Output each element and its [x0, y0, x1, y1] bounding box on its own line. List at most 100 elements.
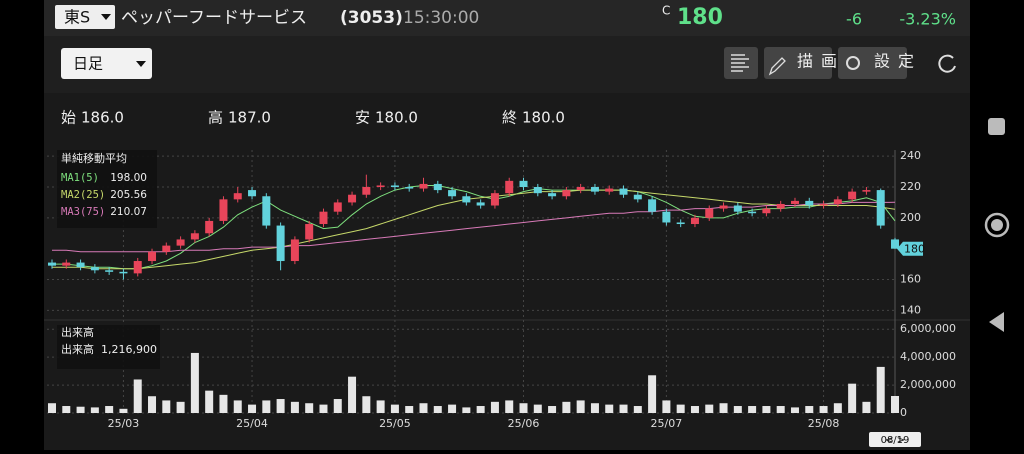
gear-icon	[846, 56, 860, 70]
candle-body	[605, 188, 614, 192]
candle-body	[319, 211, 328, 225]
volume-bar	[505, 400, 514, 413]
volume-bar	[762, 406, 771, 413]
cursor-date: 08/19	[881, 435, 910, 446]
volume-bar	[133, 379, 142, 413]
ma-legend-value: 210.07	[110, 206, 147, 218]
ohlc-value: 187.0	[228, 109, 271, 127]
candle-body	[790, 200, 799, 204]
volume-tick-label: 2,000,000	[900, 378, 956, 391]
volume-bar	[376, 400, 385, 413]
candle-body	[348, 194, 357, 203]
volume-bar	[248, 404, 257, 413]
volume-legend-value: 1,216,900	[101, 343, 157, 356]
volume-bar	[405, 406, 414, 413]
y-tick-label: 240	[900, 149, 921, 162]
last-price-label: 180	[904, 243, 925, 256]
candle-body	[648, 199, 657, 212]
volume-bar	[76, 406, 85, 413]
volume-bar	[576, 400, 585, 413]
candle-body	[476, 202, 485, 206]
dropdown-icon	[101, 14, 111, 20]
ma-legend-name: MA3(75)	[61, 206, 105, 218]
time: 15:30:00	[403, 8, 479, 28]
candle-body	[505, 180, 514, 194]
list-icon	[731, 54, 749, 72]
candle-body	[433, 183, 442, 191]
change-pct: -3.23%	[899, 10, 956, 29]
draw-label: 描画	[797, 52, 845, 71]
candle-body	[119, 271, 128, 274]
volume-bar	[533, 404, 542, 413]
volume-bar	[448, 404, 457, 413]
volume-bar	[305, 403, 314, 413]
candle-body	[205, 220, 214, 234]
candle-body	[405, 187, 414, 189]
volume-bar	[190, 352, 199, 413]
change: -6	[846, 10, 862, 29]
x-tick-label: 25/06	[508, 417, 540, 430]
candle-body	[748, 211, 757, 214]
volume-tick-label: 0	[900, 406, 907, 419]
volume-bar	[119, 408, 128, 413]
volume-bar	[319, 404, 328, 413]
ohlc-label: 高	[208, 109, 223, 127]
candle-body	[148, 251, 157, 262]
candle-body	[519, 180, 528, 188]
top-bar	[44, 0, 970, 36]
volume-bar	[633, 406, 642, 413]
candle-body	[719, 205, 728, 209]
candle-body	[819, 203, 828, 206]
candle-body	[176, 239, 185, 246]
home-button[interactable]	[984, 212, 1010, 238]
pencil-icon	[768, 57, 786, 76]
ohlc-value: 186.0	[81, 109, 124, 127]
volume-bar	[176, 401, 185, 413]
ohlc-label: 安	[355, 109, 370, 127]
volume-bar	[476, 406, 485, 413]
ma-line	[52, 189, 896, 270]
volume-bar	[705, 404, 714, 413]
volume-bar	[605, 404, 614, 413]
volume-bar	[590, 403, 599, 413]
candle-body	[562, 190, 571, 197]
candle-body	[848, 191, 857, 200]
draw-button[interactable]	[764, 47, 832, 79]
volume-bar	[648, 375, 657, 413]
exchange: 東S	[64, 8, 90, 27]
ma-legend-value: 205.56	[110, 189, 147, 201]
candle-body	[590, 187, 599, 192]
chart-area	[44, 93, 970, 450]
settings-button[interactable]	[838, 47, 907, 79]
candle-body	[448, 190, 457, 197]
last-price-badge	[897, 241, 923, 256]
recent-button[interactable]	[988, 118, 1005, 135]
volume-bar	[891, 396, 899, 413]
volume-bar	[276, 399, 285, 413]
volume-legend-title: 出来高	[61, 325, 94, 339]
refresh-icon[interactable]	[938, 54, 956, 73]
candle-body	[733, 205, 742, 212]
x-tick-label: 25/04	[236, 417, 268, 430]
ohlc-value: 180.0	[375, 109, 418, 127]
volume-bar	[519, 403, 528, 413]
volume-bar	[233, 400, 242, 413]
period-select[interactable]	[61, 48, 152, 79]
candle-body	[76, 262, 85, 268]
dropdown-icon	[136, 61, 146, 67]
candle-body	[290, 239, 299, 262]
back-button[interactable]	[989, 312, 1004, 332]
exchange-select[interactable]	[55, 5, 115, 29]
volume-bar	[262, 400, 271, 413]
volume-bar	[676, 404, 685, 413]
ma-line	[52, 185, 896, 270]
volume-bar	[776, 406, 785, 413]
volume-bar	[690, 406, 699, 413]
candle-body	[891, 239, 899, 249]
volume-bar	[719, 403, 728, 413]
y-tick-label: 200	[900, 211, 921, 224]
candle-body	[705, 208, 714, 218]
candle-body	[276, 225, 285, 262]
price: 180	[677, 5, 723, 30]
